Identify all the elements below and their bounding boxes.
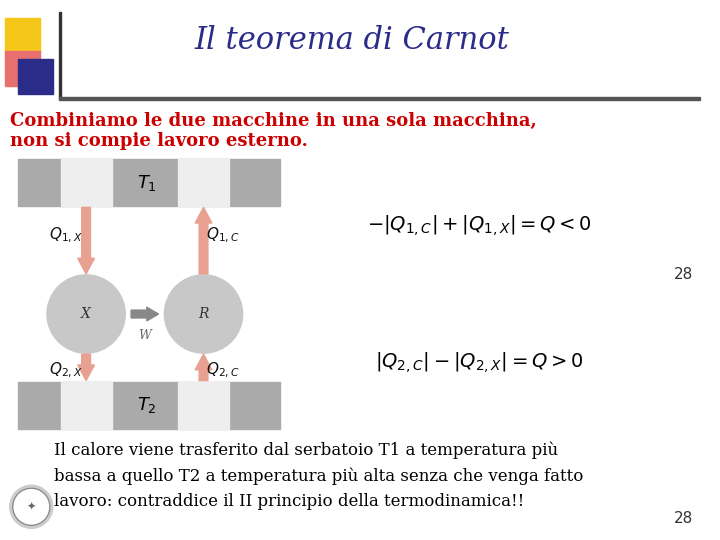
Text: ✦: ✦ [27, 502, 36, 512]
Bar [17, 382, 280, 429]
Circle shape [10, 485, 53, 528]
Bar [60, 382, 112, 429]
Bar [59, 12, 61, 98]
Bar [5, 51, 40, 86]
Text: X: X [81, 307, 91, 321]
Bar [178, 382, 229, 429]
Bar [60, 159, 112, 206]
Text: 28: 28 [673, 267, 693, 282]
Text: $|Q_{2,C}|-|Q_{2,X}|=Q>0$: $|Q_{2,C}|-|Q_{2,X}|=Q>0$ [375, 350, 584, 375]
FancyArrow shape [195, 207, 212, 274]
Text: W: W [138, 329, 151, 342]
Text: 28: 28 [673, 511, 693, 526]
Bar [5, 18, 40, 53]
Text: $Q_{1,C}$: $Q_{1,C}$ [207, 226, 240, 245]
FancyArrow shape [78, 354, 94, 381]
Text: $-|Q_{1,C}|+|Q_{1,X}|=Q<0$: $-|Q_{1,C}|+|Q_{1,X}|=Q<0$ [367, 214, 592, 238]
Bar [17, 59, 53, 94]
Text: R: R [198, 307, 209, 321]
Circle shape [47, 275, 125, 353]
Circle shape [164, 275, 243, 353]
Circle shape [13, 488, 50, 525]
FancyArrow shape [131, 307, 158, 321]
Text: $Q_{2,X}$: $Q_{2,X}$ [50, 361, 84, 380]
Text: $Q_{1,X}$: $Q_{1,X}$ [50, 226, 84, 245]
Bar [59, 97, 700, 100]
Text: Combiniamo le due macchine in una sola macchina,
non si compie lavoro esterno.: Combiniamo le due macchine in una sola m… [10, 111, 536, 150]
Text: Il teorema di Carnot: Il teorema di Carnot [195, 24, 510, 56]
Bar [17, 159, 280, 206]
Text: $T_2$: $T_2$ [137, 395, 157, 415]
Bar [178, 159, 229, 206]
Text: $T_1$: $T_1$ [137, 173, 157, 193]
Text: $Q_{2,C}$: $Q_{2,C}$ [207, 361, 240, 380]
FancyArrow shape [195, 354, 212, 381]
Text: Il calore viene trasferito dal serbatoio T1 a temperatura più
bassa a quello T2 : Il calore viene trasferito dal serbatoio… [54, 441, 583, 510]
FancyArrow shape [78, 207, 94, 274]
